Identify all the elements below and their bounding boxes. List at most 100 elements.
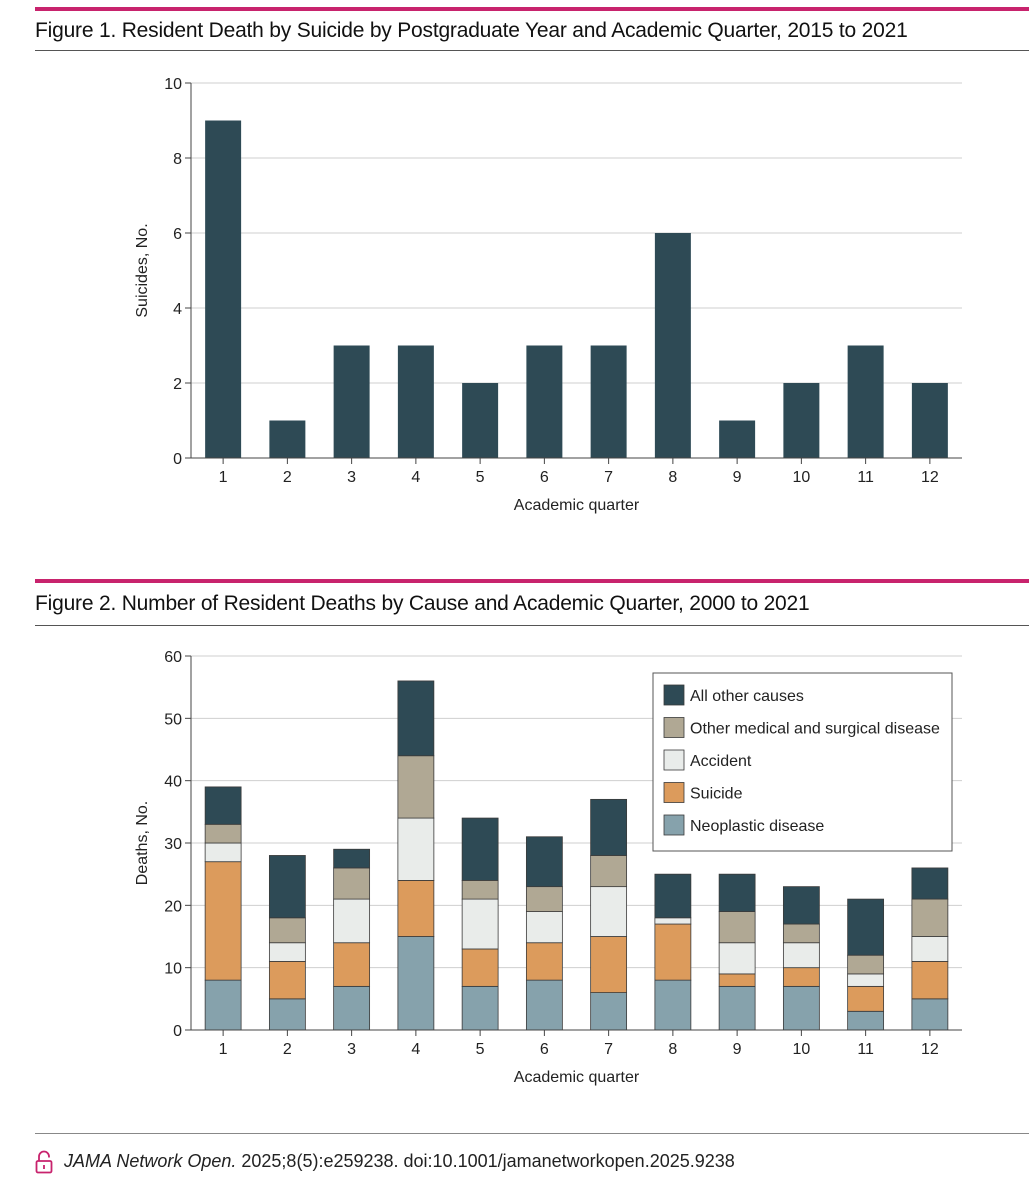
fig1-x-axis-label: Academic quarter <box>514 497 640 514</box>
figure-1-title-rule <box>35 50 1029 51</box>
fig1-x-tick-label: 12 <box>921 469 939 486</box>
fig1-x-tick-label: 2 <box>283 469 292 486</box>
fig2-bar-all-other-causes <box>911 867 949 900</box>
fig2-bar-suicide <box>397 879 435 937</box>
fig2-x-tick-label: 11 <box>857 1041 874 1058</box>
fig1-bar <box>269 420 306 458</box>
fig2-bar-neoplastic-disease <box>847 1010 885 1031</box>
fig2-bar-accident <box>590 886 628 937</box>
fig2-bar-accident <box>397 817 435 881</box>
fig2-bar-all-other-causes <box>333 848 371 869</box>
fig2-bar-other-medical-and-surgical-disease <box>911 898 949 937</box>
fig2-bar-all-other-causes <box>718 873 756 912</box>
fig2-legend-label-accident: Accident <box>690 753 752 770</box>
fig2-bar-neoplastic-disease <box>333 985 371 1031</box>
fig1-x-tick-label: 10 <box>792 469 810 486</box>
fig1-x-tick-label: 9 <box>733 469 742 486</box>
fig2-x-axis-label: Academic quarter <box>514 1069 640 1086</box>
fig1-x-tick-label: 11 <box>857 469 874 486</box>
fig2-bar-all-other-causes <box>204 786 242 825</box>
fig2-bar-accident <box>461 898 499 950</box>
fig2-bar-neoplastic-disease <box>911 998 949 1031</box>
fig2-x-tick-label: 4 <box>411 1041 420 1058</box>
fig2-legend-swatch-all-other-causes <box>663 684 685 706</box>
fig2-bar-suicide <box>461 948 499 987</box>
fig2-bar-suicide <box>718 973 756 987</box>
fig2-legend-label-other-medical-and-surgical-disease: Other medical and surgical disease <box>690 721 940 738</box>
fig2-bar-neoplastic-disease <box>268 998 306 1031</box>
fig2-bar-suicide <box>590 936 628 993</box>
fig2-bar-accident <box>782 942 820 969</box>
fig2-legend-swatch-other-medical-and-surgical-disease <box>663 717 685 738</box>
footer-rule <box>35 1133 1029 1134</box>
fig2-bar-suicide <box>268 961 306 1000</box>
fig2-bar-all-other-causes <box>782 886 820 925</box>
fig2-bar-neoplastic-disease <box>782 985 820 1031</box>
fig2-x-tick-label: 10 <box>792 1041 810 1058</box>
fig2-bar-all-other-causes <box>268 855 306 919</box>
fig2-bar-accident <box>268 942 306 962</box>
fig2-bar-other-medical-and-surgical-disease <box>333 867 371 900</box>
fig1-y-axis-label: Suicides, No. <box>134 223 151 317</box>
fig2-legend-label-neoplastic-disease: Neoplastic disease <box>690 818 824 835</box>
fig1-bar <box>205 120 242 458</box>
fig2-bar-all-other-causes <box>847 898 885 956</box>
fig2-bar-neoplastic-disease <box>654 979 692 1031</box>
fig2-x-tick-label: 7 <box>604 1041 613 1058</box>
fig2-legend-swatch-neoplastic-disease <box>663 814 685 836</box>
fig2-bar-accident <box>525 911 563 944</box>
fig2-bar-suicide <box>847 985 885 1012</box>
fig2-bar-accident <box>654 917 692 925</box>
fig1-y-tick-label: 10 <box>164 76 182 93</box>
citation-text: JAMA Network Open. 2025;8(5):e259238. do… <box>64 1151 735 1172</box>
fig2-legend-label-all-other-causes: All other causes <box>690 688 804 705</box>
figure-1-top-rule <box>35 7 1029 11</box>
fig2-bar-other-medical-and-surgical-disease <box>204 823 242 844</box>
fig2-bar-other-medical-and-surgical-disease <box>718 911 756 944</box>
fig1-y-tick-label: 8 <box>173 151 182 168</box>
fig2-bar-suicide <box>782 967 820 987</box>
fig2-bar-all-other-causes <box>525 836 563 888</box>
fig1-x-tick-label: 8 <box>668 469 677 486</box>
fig1-bar <box>911 383 948 458</box>
fig2-bar-neoplastic-disease <box>204 979 242 1031</box>
fig1-x-tick-label: 1 <box>219 469 228 486</box>
fig2-legend-label-suicide: Suicide <box>690 786 743 803</box>
fig1-bar <box>590 345 627 458</box>
fig1-y-tick-label: 6 <box>173 226 182 243</box>
fig2-legend-box <box>652 672 953 852</box>
fig1-x-tick-label: 3 <box>347 469 356 486</box>
fig1-bar <box>397 345 434 458</box>
fig2-x-tick-label: 6 <box>540 1041 549 1058</box>
fig2-bar-neoplastic-disease <box>718 985 756 1031</box>
figure-2-top-rule <box>35 579 1029 583</box>
fig2-bar-other-medical-and-surgical-disease <box>782 923 820 944</box>
fig1-bar <box>719 420 756 458</box>
fig2-x-tick-label: 5 <box>476 1041 485 1058</box>
citation-journal: JAMA Network Open. <box>64 1151 237 1171</box>
fig2-bar-all-other-causes <box>654 873 692 919</box>
fig2-legend-swatch-suicide <box>663 782 685 803</box>
fig2-bar-other-medical-and-surgical-disease <box>590 855 628 888</box>
fig2-bar-accident <box>911 936 949 962</box>
fig2-y-tick-label: 50 <box>164 711 182 728</box>
fig1-y-tick-label: 4 <box>173 301 182 318</box>
fig2-y-tick-label: 20 <box>164 898 182 915</box>
fig1-bar <box>654 233 691 458</box>
fig2-bar-other-medical-and-surgical-disease <box>461 879 499 900</box>
fig1-x-tick-label: 4 <box>411 469 420 486</box>
fig2-bar-suicide <box>654 923 692 981</box>
fig2-x-tick-label: 3 <box>347 1041 356 1058</box>
fig2-legend-swatch-accident <box>663 749 685 771</box>
fig1-bar <box>333 345 370 458</box>
fig2-y-tick-label: 0 <box>173 1023 182 1040</box>
fig2-bar-other-medical-and-surgical-disease <box>847 954 885 975</box>
fig2-bar-neoplastic-disease <box>590 992 628 1031</box>
fig2-bar-suicide <box>911 961 949 1000</box>
fig2-x-tick-label: 2 <box>283 1041 292 1058</box>
fig2-x-tick-label: 9 <box>733 1041 742 1058</box>
fig2-bar-suicide <box>333 942 371 987</box>
fig2-bar-accident <box>847 973 885 987</box>
